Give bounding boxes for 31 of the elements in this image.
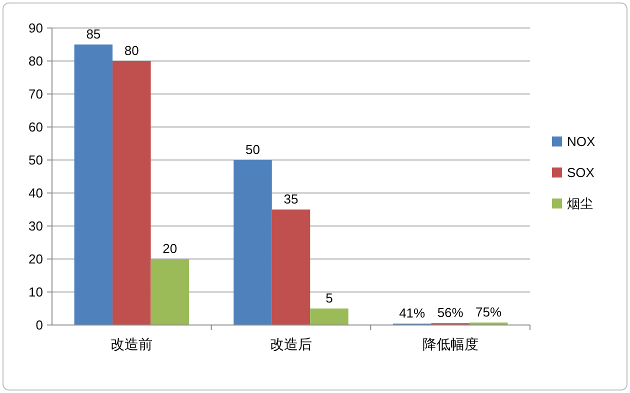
- y-tick-label: 40: [28, 186, 43, 201]
- y-tick-label: 50: [28, 152, 43, 168]
- data-label: 41%: [399, 306, 426, 321]
- data-label: 56%: [437, 305, 464, 320]
- y-tick-label: 70: [28, 86, 43, 102]
- y-tick-label: 30: [28, 218, 43, 234]
- data-label: 35: [284, 192, 298, 206]
- data-label: 50: [246, 142, 260, 157]
- legend-label: 烟尘: [567, 196, 593, 212]
- data-label: 85: [86, 26, 101, 42]
- bar: [234, 160, 272, 325]
- data-label: 80: [124, 43, 139, 58]
- legend-label: NOX: [567, 134, 596, 150]
- x-tick-label: 改造后: [270, 336, 312, 352]
- y-tick-label: 90: [28, 20, 43, 36]
- x-tick-label: 改造前: [110, 336, 153, 352]
- y-tick-label: 60: [28, 120, 43, 135]
- bar: [272, 210, 310, 325]
- bar: [74, 44, 113, 325]
- bar: [150, 259, 190, 325]
- y-tick-label: 0: [36, 318, 43, 333]
- bar: [112, 61, 151, 325]
- y-tick-label: 10: [28, 284, 43, 300]
- data-label: 20: [162, 241, 178, 256]
- x-tick-label: 降低幅度: [422, 336, 478, 352]
- data-label: 5: [326, 290, 333, 306]
- y-tick-label: 20: [28, 252, 43, 267]
- legend-label: SOX: [567, 165, 595, 180]
- data-label: 75%: [476, 304, 502, 320]
- bar: [310, 308, 348, 325]
- y-tick-label: 80: [28, 54, 43, 69]
